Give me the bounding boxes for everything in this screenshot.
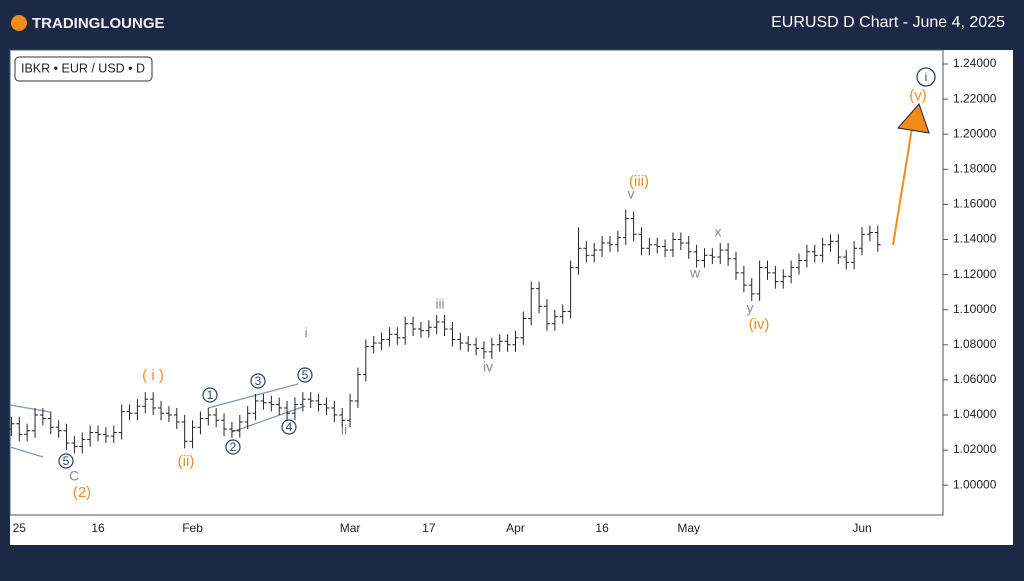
trend-line [207, 383, 299, 409]
y-tick-label: 1.04000 [953, 407, 997, 421]
x-tick-label: 16 [595, 521, 609, 535]
x-tick-label: Jun [852, 521, 871, 535]
chart-panel [10, 50, 1013, 545]
wave-circle [281, 419, 297, 435]
y-tick-label: 1.18000 [953, 161, 997, 175]
wave-label: v [628, 186, 635, 202]
y-tick-label: 1.00000 [953, 477, 997, 491]
x-tick-label: May [677, 521, 700, 535]
x-tick-label: 25 [13, 521, 27, 535]
wave-label: iii [435, 296, 444, 312]
wave-labels: 5 C (2) ( i ) (ii) 1 2 3 4 5 i ii iii iv… [58, 67, 936, 501]
wave-label: 4 [286, 420, 293, 434]
wave-label: 3 [255, 374, 262, 388]
x-tick-label: 16 [91, 521, 105, 535]
x-tick-label: Apr [506, 521, 525, 535]
wave-label: i [304, 325, 307, 341]
wave-circle [202, 387, 218, 403]
x-tick-label: Feb [182, 521, 203, 535]
wave-label: 1 [207, 388, 214, 402]
y-tick-label: 1.06000 [953, 372, 997, 386]
wave-circle [916, 67, 936, 87]
y-tick-label: 1.08000 [953, 337, 997, 351]
wave-label: 2 [230, 440, 237, 454]
arrow-head [897, 103, 930, 134]
wave-label: (iii) [629, 173, 649, 190]
wave-label: C [69, 468, 79, 484]
wave-circle [58, 453, 74, 469]
projection-arrow [892, 127, 913, 246]
y-tick-label: 1.02000 [953, 442, 997, 456]
wave-label: 5 [63, 454, 70, 468]
wave-label: 5 [302, 368, 309, 382]
y-tick-label: 1.24000 [953, 56, 997, 70]
x-tick-label: 17 [422, 521, 436, 535]
wave-label: w [689, 265, 701, 281]
y-tick-label: 1.14000 [953, 232, 997, 246]
wave-label: (v) [909, 87, 927, 104]
trend-line [231, 405, 306, 433]
symbol-box [14, 56, 153, 82]
logo: TRADINGLOUNGE [32, 15, 165, 32]
y-tick-label: 1.22000 [953, 91, 997, 105]
x-tick-label: Mar [340, 521, 361, 535]
wave-label: (2) [73, 484, 91, 501]
y-tick-label: 1.20000 [953, 126, 997, 140]
wave-circle [225, 439, 241, 455]
wave-label: (iv) [749, 316, 770, 333]
chart-title: EURUSD D Chart - June 4, 2025 [771, 14, 1005, 31]
logo-icon [11, 15, 27, 31]
wave-label: y [747, 300, 754, 316]
y-tick-label: 1.12000 [953, 267, 997, 281]
y-tick-label: 1.10000 [953, 302, 997, 316]
trend-lines [9, 383, 306, 458]
plot-frame [9, 49, 944, 516]
wave-circle [250, 373, 266, 389]
wave-label: ( i ) [142, 367, 164, 384]
wave-label: (ii) [178, 453, 195, 470]
wave-label: i [925, 70, 928, 84]
trend-line [9, 446, 44, 458]
wave-label: ii [341, 422, 347, 438]
symbol: IBKR • EUR / USD • D [21, 61, 145, 75]
y-tick-label: 1.16000 [953, 197, 997, 211]
wave-label: x [715, 224, 722, 240]
wave-label: iv [483, 359, 493, 375]
wave-circle [297, 367, 313, 383]
